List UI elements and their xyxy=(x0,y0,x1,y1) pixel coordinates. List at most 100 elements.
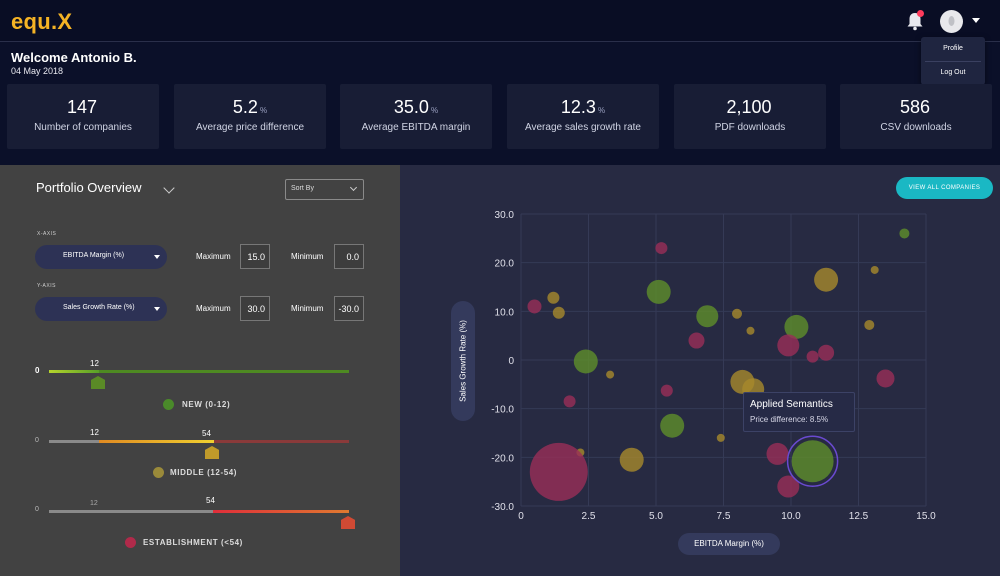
kpi-card-price-difference: 5.2% Average price difference xyxy=(174,84,326,149)
top-bar: equ.X xyxy=(0,0,1000,42)
y-axis-label-pill xyxy=(451,301,475,421)
kpi-card-csv-downloads: 586 CSV downloads xyxy=(840,84,992,149)
x-min-label: Minimum xyxy=(291,252,324,261)
y-tick-label: -30.0 xyxy=(491,502,514,513)
bubble-point xyxy=(552,306,565,319)
x-tick-label: 7.5 xyxy=(717,511,731,522)
y-axis-select[interactable]: Sales Growth Rate (%) xyxy=(35,297,167,321)
stage-middle-marker-icon[interactable] xyxy=(205,446,219,459)
bubble-point xyxy=(777,475,800,498)
profile-menu-item[interactable]: Profile xyxy=(943,45,963,52)
bubble-point xyxy=(619,447,644,472)
bubble-point xyxy=(864,319,875,330)
kpi-value: 2,100 xyxy=(726,97,772,117)
x-tick-label: 5.0 xyxy=(649,511,663,522)
stage-establishment-marker-icon[interactable] xyxy=(341,516,355,529)
tooltip-title: Applied Semantics xyxy=(750,399,833,410)
x-axis-select[interactable]: EBITDA Margin (%) xyxy=(35,245,167,269)
bubble-point xyxy=(814,267,839,292)
stage-middle-tick-a: 12 xyxy=(90,428,99,437)
user-menu-caret-icon[interactable] xyxy=(972,18,980,23)
stage-establishment-track xyxy=(49,510,213,513)
chevron-down-icon[interactable] xyxy=(163,182,175,194)
stage-new-dot xyxy=(163,399,174,410)
x-max-label: Maximum xyxy=(196,252,231,261)
bubble-point xyxy=(806,350,819,363)
bubble-point xyxy=(746,326,755,335)
kpi-unit: % xyxy=(259,106,268,115)
caret-down-icon xyxy=(154,307,160,311)
chevron-down-icon xyxy=(349,183,358,192)
stage-establishment-tick-b: 54 xyxy=(206,496,215,505)
kpi-unit: % xyxy=(597,106,606,115)
bubble-point xyxy=(547,291,560,304)
stage-new-tick: 12 xyxy=(90,359,99,368)
welcome-heading: Welcome Antonio B. xyxy=(11,50,137,65)
y-min-input[interactable]: -30.0 xyxy=(334,296,364,321)
y-min-label: Minimum xyxy=(291,304,324,313)
menu-divider xyxy=(925,61,981,62)
kpi-card-companies: 147 Number of companies xyxy=(7,84,159,149)
bubble-point xyxy=(529,442,588,501)
stage-new-fill xyxy=(49,370,99,373)
view-all-companies-button[interactable]: VIEW ALL COMPANIES xyxy=(896,177,993,199)
kpi-label: Average sales growth rate xyxy=(525,122,641,133)
user-dropdown-menu: Profile Log Out xyxy=(921,37,985,85)
stage-new-start: 0 xyxy=(35,366,40,375)
bubble-point xyxy=(784,314,809,339)
app-logo[interactable]: equ.X xyxy=(11,9,73,34)
kpi-card-ebitda-margin: 35.0% Average EBITDA margin xyxy=(340,84,492,149)
stage-establishment-start: 0 xyxy=(35,506,39,513)
x-axis-label: EBITDA Margin (%) xyxy=(678,533,780,555)
x-max-input[interactable]: 15.0 xyxy=(240,244,270,269)
bubble-point xyxy=(646,279,671,304)
y-max-label: Maximum xyxy=(196,304,231,313)
x-tick-label: 10.0 xyxy=(781,511,801,522)
bubble-highlight-ring xyxy=(786,435,839,487)
portfolio-overview-title: Portfolio Overview xyxy=(36,180,142,195)
x-min-input[interactable]: 0.0 xyxy=(334,244,364,269)
y-tick-label: 20.0 xyxy=(495,259,515,270)
bubble-point xyxy=(777,334,800,357)
x-tick-label: 12.5 xyxy=(849,511,869,522)
y-tick-label: 10.0 xyxy=(495,307,515,318)
bubble-tooltip: Applied Semantics Price difference: 8.5% xyxy=(743,392,855,432)
y-tick-label: -20.0 xyxy=(491,453,514,464)
bubble-point xyxy=(655,242,668,255)
kpi-unit: % xyxy=(430,106,439,115)
y-max-input[interactable]: 30.0 xyxy=(240,296,270,321)
tooltip-text: Price difference: 8.5% xyxy=(750,415,829,424)
notification-bell-icon[interactable] xyxy=(904,10,926,32)
y-tick-label: 0 xyxy=(508,356,514,367)
current-date: 04 May 2018 xyxy=(11,66,64,76)
bubble-point xyxy=(818,344,835,361)
stage-middle-tick-b: 54 xyxy=(202,429,211,438)
bubble-point xyxy=(899,228,910,239)
kpi-label: PDF downloads xyxy=(714,122,786,133)
x-tick-label: 0 xyxy=(518,511,524,522)
x-axis-caption: X-AXIS xyxy=(37,231,57,237)
portfolio-controls-panel: Portfolio Overview Sort By X-AXIS EBITDA… xyxy=(0,165,400,576)
bubble-point xyxy=(563,395,576,408)
stage-establishment-fill xyxy=(213,510,349,513)
stage-middle-fill xyxy=(99,440,214,443)
bubble-point xyxy=(660,413,685,438)
bubble-point xyxy=(870,265,879,274)
y-tick-label: -10.0 xyxy=(491,405,514,416)
bubble-chart: 0 2.5 5.0 7.5 10.0 12.5 15.0 30.0 20.0 10.0 0 -10.0… xyxy=(491,210,936,522)
x-tick-label: 2.5 xyxy=(582,511,596,522)
stage-establishment-label: ESTABLISHMENT (<54) xyxy=(143,538,243,547)
bubble-point xyxy=(660,384,673,397)
stage-establishment-dot xyxy=(125,537,136,548)
y-axis-label: Sales Growth Rate (%) xyxy=(458,320,468,402)
user-avatar[interactable] xyxy=(940,10,963,33)
y-axis-caption: Y-AXIS xyxy=(37,283,56,289)
kpi-value: 147 xyxy=(66,97,98,117)
logout-menu-item[interactable]: Log Out xyxy=(940,69,966,76)
stage-new-marker-icon[interactable] xyxy=(91,376,105,389)
bubble-chart-panel: 0 2.5 5.0 7.5 10.0 12.5 15.0 30.0 20.0 10.0 0 -10.0… xyxy=(400,165,1000,576)
kpi-value: 5.2 xyxy=(232,97,258,117)
bubble-point xyxy=(696,305,719,328)
y-axis-selected: Sales Growth Rate (%) xyxy=(63,304,135,311)
sort-by-dropdown[interactable]: Sort By xyxy=(285,179,364,200)
